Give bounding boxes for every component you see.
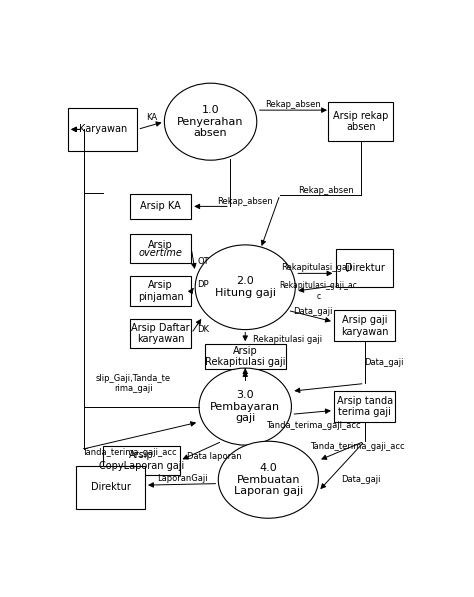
Text: Arsip gaji
karyawan: Arsip gaji karyawan bbox=[341, 315, 388, 337]
Text: 1.0
Penyerahan
absen: 1.0 Penyerahan absen bbox=[177, 105, 244, 139]
Text: Arsip
CopyLaporan gaji: Arsip CopyLaporan gaji bbox=[99, 450, 184, 471]
Ellipse shape bbox=[164, 83, 257, 160]
Text: Rekapitulasi_gaji: Rekapitulasi_gaji bbox=[281, 263, 351, 272]
Text: Rekapitulasi gaji: Rekapitulasi gaji bbox=[253, 335, 322, 344]
FancyBboxPatch shape bbox=[334, 310, 395, 341]
Text: DK: DK bbox=[197, 325, 209, 334]
Text: Direktur: Direktur bbox=[345, 263, 384, 273]
Text: Data laporan: Data laporan bbox=[187, 452, 242, 461]
Text: Arsip
Rekapitulasi gaji: Arsip Rekapitulasi gaji bbox=[205, 346, 285, 367]
FancyBboxPatch shape bbox=[68, 108, 137, 150]
Text: 3.0
Pembayaran
gaji: 3.0 Pembayaran gaji bbox=[210, 390, 280, 423]
Text: 4.0
Pembuatan
Laporan gaji: 4.0 Pembuatan Laporan gaji bbox=[234, 463, 303, 496]
Text: Arsip rekap
absen: Arsip rekap absen bbox=[333, 111, 388, 133]
FancyBboxPatch shape bbox=[336, 249, 393, 287]
Text: overtime: overtime bbox=[138, 248, 182, 259]
Text: Arsip Daftar
karyawan: Arsip Daftar karyawan bbox=[131, 322, 190, 344]
FancyBboxPatch shape bbox=[103, 446, 180, 475]
Text: Arsip KA: Arsip KA bbox=[140, 201, 181, 211]
FancyBboxPatch shape bbox=[328, 103, 393, 141]
FancyBboxPatch shape bbox=[130, 194, 191, 219]
Text: slip_Gaji,Tanda_te
rima_gaji: slip_Gaji,Tanda_te rima_gaji bbox=[96, 374, 171, 393]
Text: Tanda_terima_gaji_acc: Tanda_terima_gaji_acc bbox=[310, 442, 404, 451]
Text: Rekapitulasi_gaji_ac
c: Rekapitulasi_gaji_ac c bbox=[280, 281, 357, 301]
Text: OT: OT bbox=[198, 257, 210, 266]
Text: Rekap_absen: Rekap_absen bbox=[218, 196, 273, 205]
Text: Tanda_terima_gaji_acc: Tanda_terima_gaji_acc bbox=[266, 421, 360, 430]
Text: Tanda_terima_gaji_acc: Tanda_terima_gaji_acc bbox=[82, 448, 177, 457]
Text: Arsip tanda
terima gaji: Arsip tanda terima gaji bbox=[337, 396, 392, 417]
Ellipse shape bbox=[199, 368, 292, 445]
Text: Rekap_absen: Rekap_absen bbox=[265, 100, 321, 109]
FancyBboxPatch shape bbox=[334, 391, 395, 422]
Text: Data_gaji: Data_gaji bbox=[293, 307, 333, 316]
Text: Arsip
pinjaman: Arsip pinjaman bbox=[137, 280, 183, 302]
Ellipse shape bbox=[219, 441, 319, 518]
FancyBboxPatch shape bbox=[130, 319, 191, 348]
Ellipse shape bbox=[195, 245, 295, 330]
Text: Rekap_absen: Rekap_absen bbox=[298, 186, 354, 195]
Text: Data_gaji: Data_gaji bbox=[341, 475, 381, 484]
FancyBboxPatch shape bbox=[130, 276, 191, 306]
FancyBboxPatch shape bbox=[76, 466, 145, 509]
Text: Arsip: Arsip bbox=[148, 240, 173, 250]
Text: Karyawan: Karyawan bbox=[79, 124, 127, 134]
FancyBboxPatch shape bbox=[130, 234, 191, 263]
Text: 2.0
Hitung gaji: 2.0 Hitung gaji bbox=[215, 276, 276, 298]
Text: Direktur: Direktur bbox=[91, 482, 130, 493]
Text: KA: KA bbox=[146, 113, 157, 122]
Text: Data_gaji: Data_gaji bbox=[364, 358, 403, 367]
Text: LaporanGaji: LaporanGaji bbox=[157, 473, 208, 483]
FancyBboxPatch shape bbox=[205, 344, 286, 369]
Text: DP: DP bbox=[197, 279, 209, 289]
